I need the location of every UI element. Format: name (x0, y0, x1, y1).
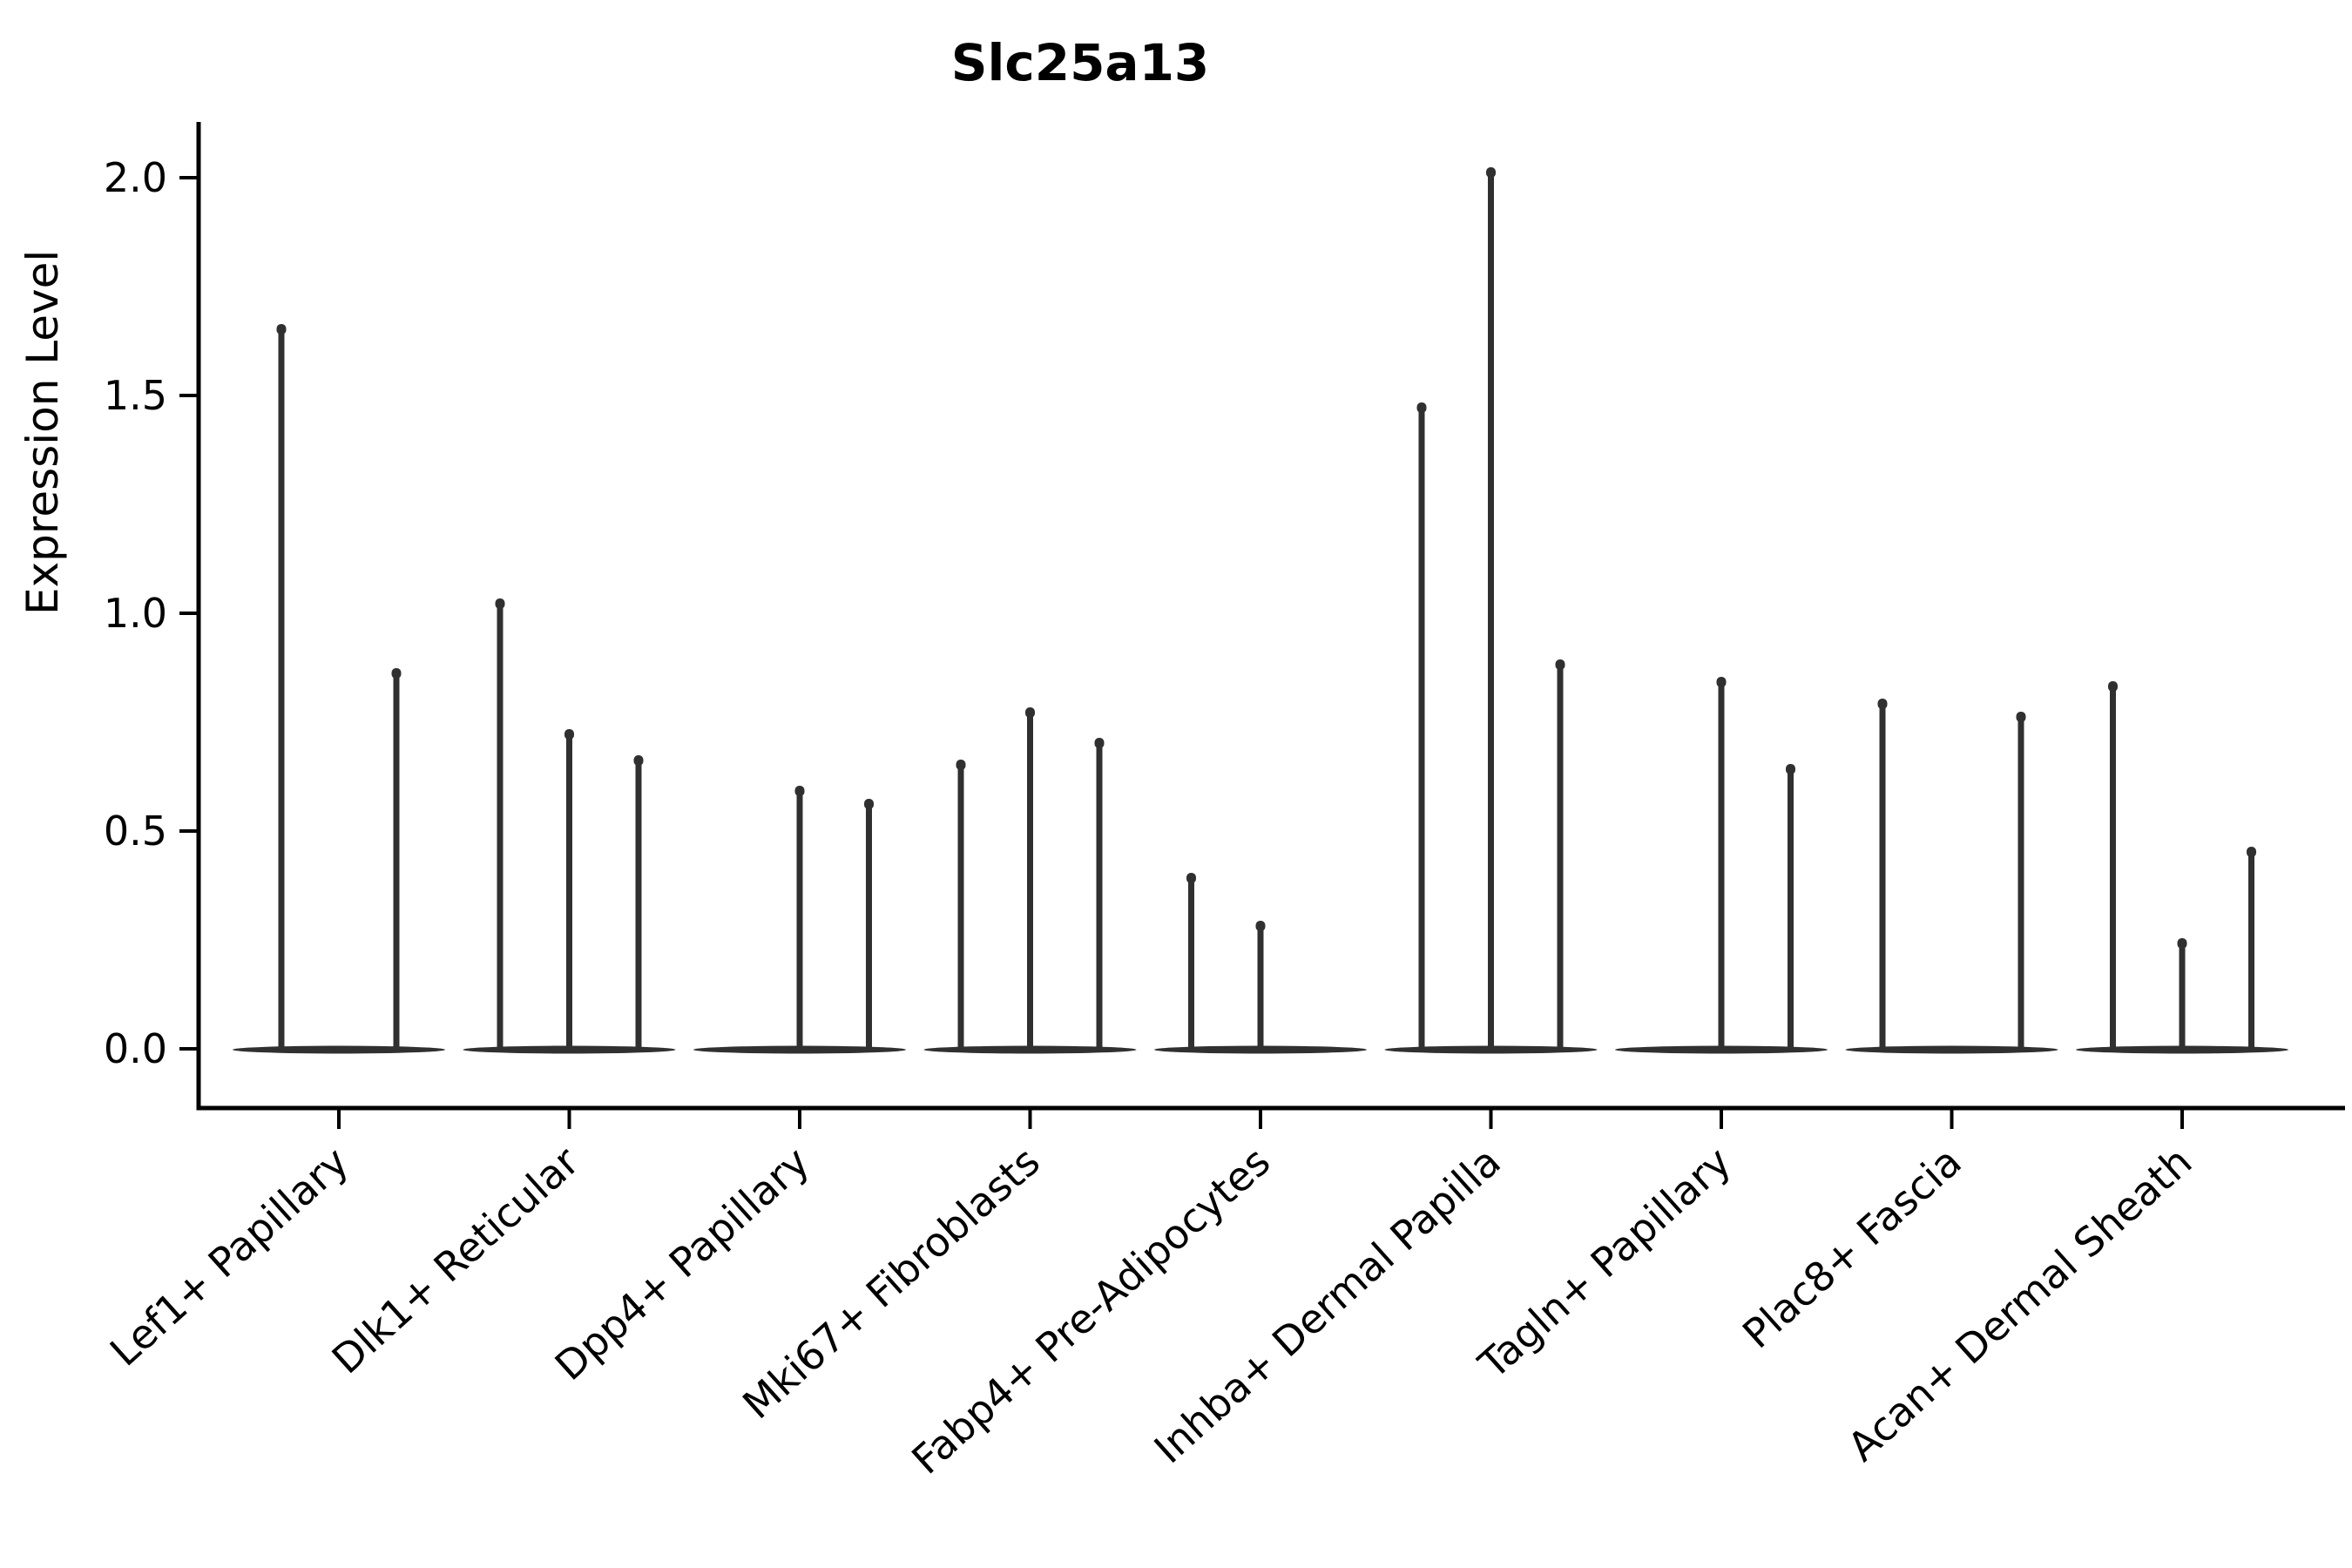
y-tick-label: 0.5 (104, 808, 167, 855)
violin-spike (1488, 169, 1494, 1051)
violin-base (233, 1045, 445, 1054)
violin-spike-cap (1255, 921, 1266, 931)
violin-spike-cap (794, 786, 805, 796)
x-tick-label: Lef1+ Papillary (101, 1138, 357, 1375)
violin-spike-cap (276, 324, 287, 335)
violin-spike-cap (564, 729, 574, 740)
violin-spike (796, 787, 803, 1051)
violin-spike-cap (1094, 738, 1105, 748)
violin-spike-cap (1786, 764, 1795, 774)
x-tick-label: Plac8+ Fascia (1734, 1138, 1970, 1357)
y-tick-label: 2.0 (104, 154, 167, 201)
violin-spike-cap (1416, 402, 1427, 413)
violin-spike (1718, 679, 1725, 1051)
violin-spike-cap (956, 760, 966, 770)
violin-spike (2017, 713, 2024, 1051)
violin-spike-cap (1877, 699, 1888, 709)
y-tick-label: 1.0 (104, 590, 167, 637)
violin-spike-cap (2016, 712, 2026, 722)
violin-spike-cap (633, 755, 644, 766)
violin-spike-cap (495, 598, 505, 609)
violin-spike (1188, 875, 1194, 1051)
violin-spike (2248, 848, 2254, 1051)
violin-spike (957, 761, 964, 1051)
violin-spike (1788, 766, 1794, 1051)
violin-spike-cap (2108, 681, 2118, 692)
chart-title: Slc25a13 (950, 33, 1210, 92)
violin-spike-cap (1486, 167, 1496, 178)
violin-spike (497, 600, 504, 1051)
violin-spike-cap (864, 799, 874, 809)
violin-spike-cap (1025, 707, 1035, 718)
y-tick-label: 1.5 (104, 372, 167, 419)
violin-spike (1418, 404, 1425, 1051)
violin-spike (2110, 683, 2116, 1051)
y-tick-label: 0.0 (104, 1025, 167, 1072)
violin-spike-cap (2247, 847, 2256, 857)
violin-spike (393, 670, 400, 1051)
violin-spike (1257, 923, 1264, 1051)
violin-spike (1096, 740, 1103, 1051)
violin-spike-cap (1186, 873, 1196, 883)
violin-spike (1027, 709, 1033, 1051)
violin-spike (1879, 700, 1886, 1051)
violin-base (1845, 1045, 2058, 1054)
x-tick-label: Dpp4+ Papillary (546, 1138, 819, 1389)
x-tick-label: Tagln+ Papillary (1469, 1138, 1740, 1389)
violin-spike-cap (1716, 677, 1727, 687)
violin-spike-cap (1555, 659, 1565, 670)
violin-spike (278, 326, 285, 1051)
violin-spike-cap (2177, 938, 2187, 949)
violin-spike (1557, 661, 1564, 1051)
violin-spike (635, 757, 642, 1051)
violin-spike (2179, 940, 2186, 1051)
violin-spike (866, 801, 872, 1051)
violin-spike (566, 731, 572, 1051)
violin-spike-cap (391, 668, 402, 679)
x-tick-label: Dlk1+ Reticular (323, 1138, 588, 1382)
